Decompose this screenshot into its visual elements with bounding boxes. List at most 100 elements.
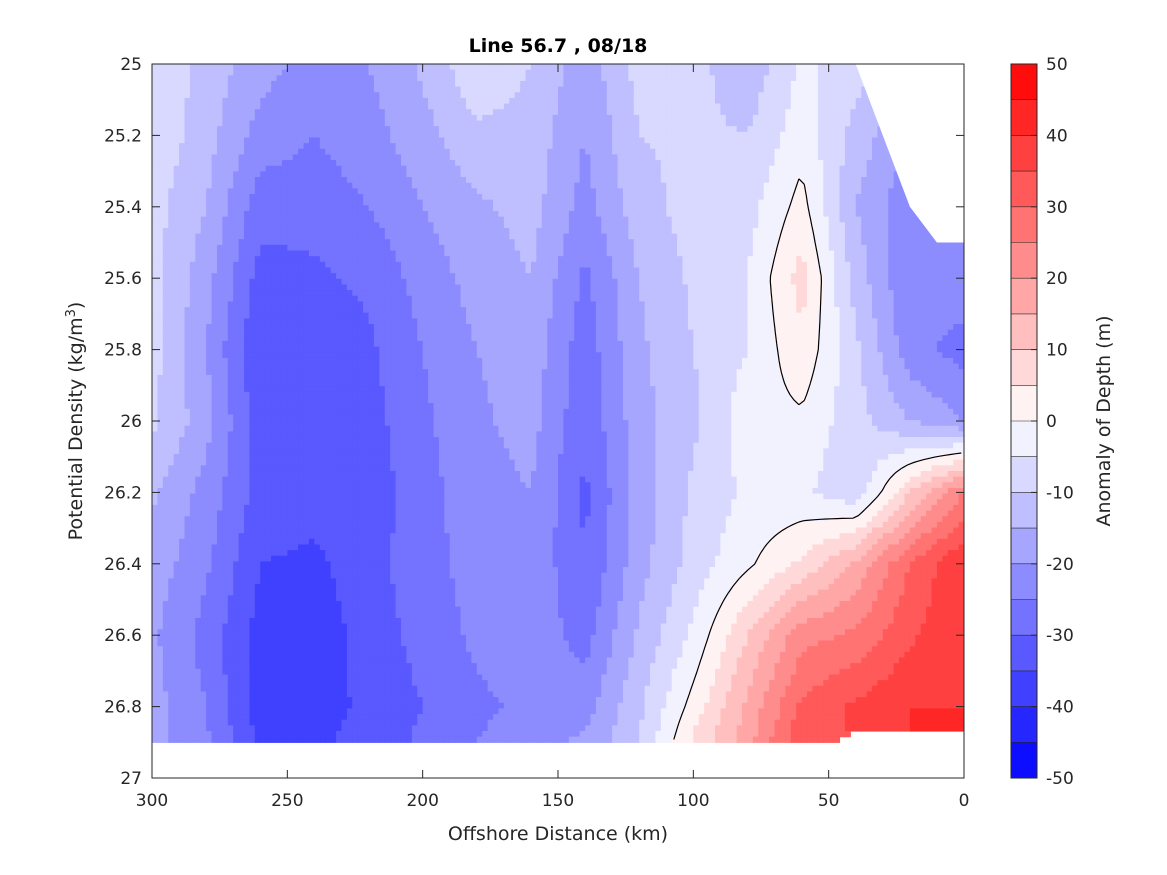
contour-cell — [698, 154, 705, 161]
contour-cell — [298, 120, 305, 127]
contour-cell — [330, 154, 337, 161]
contour-cell — [200, 171, 207, 178]
contour-cell — [650, 210, 657, 218]
contour-cell — [790, 160, 797, 167]
contour-cell — [617, 160, 624, 167]
contour-cell — [379, 256, 386, 263]
contour-cell — [763, 131, 770, 139]
contour-cell — [173, 148, 180, 156]
contour-cell — [352, 227, 359, 235]
contour-cell — [530, 92, 537, 99]
contour-cell — [336, 154, 343, 161]
contour-cell — [877, 137, 884, 144]
contour-cell — [731, 165, 738, 172]
contour-cell — [861, 97, 868, 105]
contour-cell — [189, 256, 196, 263]
contour-cell — [401, 148, 408, 156]
contour-cell — [341, 165, 348, 172]
contour-cell — [714, 120, 721, 127]
contour-cell — [801, 250, 808, 257]
contour-cell — [633, 222, 640, 229]
contour-cell — [341, 233, 348, 240]
contour-cell — [687, 182, 694, 189]
contour-cell — [303, 205, 310, 212]
contour-cell — [817, 244, 824, 252]
contour-cell — [752, 171, 759, 178]
contour-cell — [731, 244, 738, 252]
contour-cell — [357, 154, 364, 161]
contour-cell — [249, 199, 256, 206]
contour-cell — [687, 233, 694, 240]
contour-cell — [184, 109, 191, 116]
contour-cell — [536, 75, 543, 82]
contour-cell — [628, 97, 635, 105]
contour-cell — [660, 75, 667, 82]
contour-cell — [411, 239, 418, 246]
contour-cell — [271, 233, 278, 240]
contour-cell — [308, 165, 315, 172]
contour-cell — [866, 194, 873, 201]
contour-cell — [189, 64, 196, 71]
contour-cell — [828, 182, 835, 189]
contour-cell — [812, 114, 819, 122]
contour-cell — [238, 120, 245, 127]
contour-cell — [298, 227, 305, 235]
contour-cell — [384, 222, 391, 229]
contour-cell — [731, 222, 738, 229]
contour-cell — [179, 103, 186, 110]
contour-cell — [168, 103, 175, 110]
contour-cell — [855, 177, 862, 184]
contour-cell — [357, 165, 364, 172]
contour-cell — [850, 86, 857, 93]
contour-cell — [709, 64, 716, 71]
contour-cell — [514, 103, 521, 110]
contour-cell — [352, 126, 359, 133]
contour-cell — [936, 250, 943, 257]
contour-cell — [363, 86, 370, 93]
contour-cell — [173, 227, 180, 235]
contour-cell — [233, 171, 240, 178]
contour-cell — [850, 120, 857, 127]
contour-cell — [558, 165, 565, 172]
contour-cell — [536, 137, 543, 144]
contour-cell — [244, 177, 251, 184]
contour-cell — [227, 137, 234, 144]
contour-cell — [855, 126, 862, 133]
contour-cell — [346, 177, 353, 184]
contour-cell — [206, 244, 213, 252]
contour-cell — [222, 177, 229, 184]
contour-cell — [574, 97, 581, 105]
contour-cell — [877, 177, 884, 184]
contour-cell — [200, 137, 207, 144]
contour-cell — [189, 239, 196, 246]
contour-cell — [152, 256, 159, 263]
contour-cell — [254, 194, 261, 201]
contour-cell — [650, 131, 657, 139]
contour-cell — [281, 86, 288, 93]
contour-cell — [585, 188, 592, 195]
contour-cell — [785, 80, 792, 88]
contour-cell — [823, 80, 830, 88]
contour-cell — [195, 182, 202, 189]
contour-cell — [871, 120, 878, 127]
contour-cell — [498, 205, 505, 212]
contour-cell — [617, 109, 624, 116]
contour-cell — [433, 199, 440, 206]
contour-cell — [438, 75, 445, 82]
contour-cell — [520, 148, 527, 156]
contour-cell — [211, 165, 218, 172]
contour-cell — [709, 227, 716, 235]
contour-cell — [254, 97, 261, 105]
contour-cell — [536, 109, 543, 116]
contour-cell — [671, 92, 678, 99]
contour-cell — [195, 103, 202, 110]
contour-cell — [655, 137, 662, 144]
contour-cell — [698, 103, 705, 110]
contour-cell — [189, 188, 196, 195]
contour-cell — [769, 126, 776, 133]
contour-cell — [487, 126, 494, 133]
contour-cell — [779, 216, 786, 223]
contour-cell — [558, 92, 565, 99]
contour-cell — [363, 97, 370, 105]
contour-cell — [460, 244, 467, 252]
